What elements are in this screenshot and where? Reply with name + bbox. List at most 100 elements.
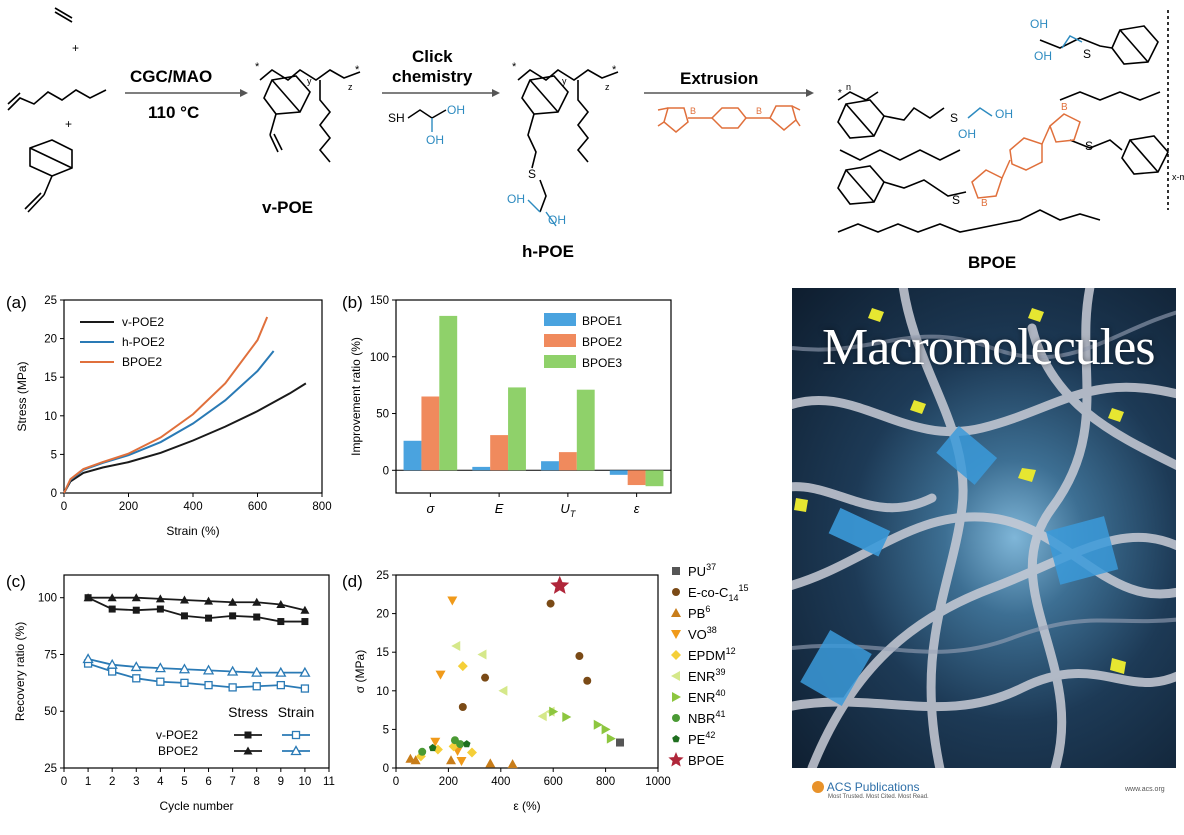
data-point-bpoe2-stress [204, 596, 214, 605]
plus-sign-2: + [65, 117, 72, 131]
bpoe-oh-2: OH [958, 127, 976, 141]
data-point-bpoe2-strain [251, 666, 263, 677]
data-point-vo38 [430, 737, 441, 747]
y-tick-label: 150 [370, 295, 389, 307]
x-category-label: σ [426, 501, 435, 516]
data-point-epdm12 [432, 744, 443, 755]
data-point-v-poe2-strain [132, 674, 141, 683]
legend-marker-e-co-c15 [672, 588, 680, 596]
chart-c: (c) 0 1 2 3 4 5 6 7 8 9 10 11 25 50 75 100 Stress Strain v… [6, 572, 335, 813]
data-point-v-poe2-stress [205, 614, 213, 622]
legend-header-stress: Stress [228, 704, 268, 720]
v-poe-z: z [348, 82, 353, 92]
bpoe-s-4: S [1083, 47, 1091, 61]
thiol-oh-2: OH [426, 133, 444, 147]
plot-frame [395, 299, 672, 494]
bar-bpoe3-1 [508, 387, 526, 471]
bpoe-diol-links [967, 35, 1083, 119]
data-point-v-poe2-strain [180, 678, 189, 688]
y-tick-label: 10 [376, 686, 389, 698]
data-point-v-poe2-stress [108, 605, 116, 613]
y-tick-label: 50 [376, 409, 389, 421]
h-poe-z: z [605, 82, 610, 92]
x-category-label: ε [634, 501, 640, 516]
y-axis-title: σ (MPa) [353, 650, 367, 693]
chemistry-label: chemistry [392, 67, 473, 86]
plot-frame [63, 574, 330, 769]
data-point-e-co-c15 [575, 652, 584, 661]
y-tick-label: 25 [376, 570, 389, 582]
x-tick-label: 0 [61, 776, 67, 788]
y-tick-label: 100 [370, 352, 389, 364]
data-point-vo38 [435, 670, 446, 680]
y-tick-label: 25 [44, 763, 57, 775]
x-tick-label: 600 [544, 776, 563, 788]
data-point-nbr41 [456, 740, 465, 749]
data-point-e-co-c15 [583, 676, 592, 685]
data-point-bpoe2-strain [275, 666, 287, 677]
data-point-bpoe2-stress [252, 597, 262, 606]
data-point-bpoe2-strain [178, 663, 191, 674]
panel-label-c: (c) [6, 572, 26, 591]
data-point-v-poe2-strain [156, 677, 165, 686]
data-point-enr39 [537, 711, 547, 722]
data-point-pe42 [428, 743, 437, 752]
chart-b: (b) 0 50 100 150 σ E UT ε BPOE1 BPOE2 BPOE3 Improve… [342, 293, 672, 519]
legend-label-bpoe: BPOE [688, 753, 724, 768]
data-point-v-poe2-stress [229, 612, 237, 620]
monomers [7, 7, 107, 213]
data-point-v-poe2-stress [301, 618, 309, 626]
data-point-pu37 [616, 738, 625, 747]
data-point-bpoe2-strain [202, 664, 215, 675]
bpoe-name: BPOE [968, 253, 1016, 272]
thiol-oh-1: OH [447, 103, 465, 117]
data-point-v-poe2-stress [253, 613, 261, 621]
legend-marker-nbr41 [672, 714, 680, 722]
data-point-enr40 [593, 719, 603, 730]
legend-marker-epdm12 [671, 650, 681, 660]
data-point-vo38 [456, 757, 467, 767]
legend-marker-pb6 [671, 608, 681, 617]
data-point-bpoe2-stress [107, 593, 117, 602]
x-tick-label: 400 [183, 501, 202, 513]
data-point-pe42 [462, 740, 471, 748]
bpoe-s-3: S [1085, 139, 1093, 153]
legend-label-bpoe3: BPOE3 [582, 356, 622, 370]
x-tick-label: 2 [109, 776, 115, 788]
panel-label-d: (d) [342, 572, 363, 591]
v-poe-star: * [255, 61, 260, 73]
data-point-epdm12 [457, 661, 468, 672]
h-poe-s: S [528, 167, 536, 181]
chart-d-plot: 0 200 400 600 800 1000 0 5 10 15 20 25 PU37 E-co-C141… [353, 562, 748, 813]
series-line-v-poe2 [63, 382, 307, 494]
data-point-bpoe2-strain [154, 662, 166, 673]
h-poe-structure [517, 69, 619, 213]
bpoe-b-1: B [981, 198, 988, 209]
legend-marker-bpoe2-stress [243, 746, 253, 755]
legend-marker-enr39 [671, 671, 680, 681]
series-line-bpoe2 [63, 316, 269, 494]
legend-label-bpoe2: BPOE2 [582, 335, 622, 349]
publisher-tagline: Most Trusted. Most Cited. Most Read. [828, 794, 929, 800]
bar-bpoe2-2 [558, 452, 577, 471]
data-point-enr39 [477, 649, 487, 660]
bar-bpoe3-0 [439, 315, 458, 471]
legend-label-epdm12: EPDM12 [688, 646, 736, 663]
data-point-v-poe2-stress [156, 605, 164, 613]
bar-bpoe2-1 [490, 435, 509, 471]
y-tick-label: 0 [383, 465, 389, 477]
data-point-enr40 [601, 724, 611, 735]
h-poe-name: h-POE [522, 242, 574, 261]
data-point-v-poe2-strain [204, 680, 213, 690]
click-label: Click [412, 47, 453, 66]
legend-marker-pu37 [672, 567, 680, 575]
cover-title: Macromolecules [822, 319, 1156, 376]
reaction-scheme: + + CGC/MAO 110 °C * * y z v-POE Click c… [7, 7, 1184, 272]
data-point-epdm12 [466, 747, 477, 758]
chart-c-plot: 0 1 2 3 4 5 6 7 8 9 10 11 25 50 75 100 Stress Strain v-POE… [13, 574, 335, 813]
chart-a-plot: 0 200 400 600 800 0 5 10 15 20 25 v-POE2 h-POE2 BPOE2… [15, 295, 332, 538]
x-tick-label: 200 [439, 776, 458, 788]
data-point-nbr41 [418, 747, 427, 756]
catalyst-label: CGC/MAO [130, 67, 212, 86]
legend-label-pu37: PU37 [688, 562, 716, 579]
